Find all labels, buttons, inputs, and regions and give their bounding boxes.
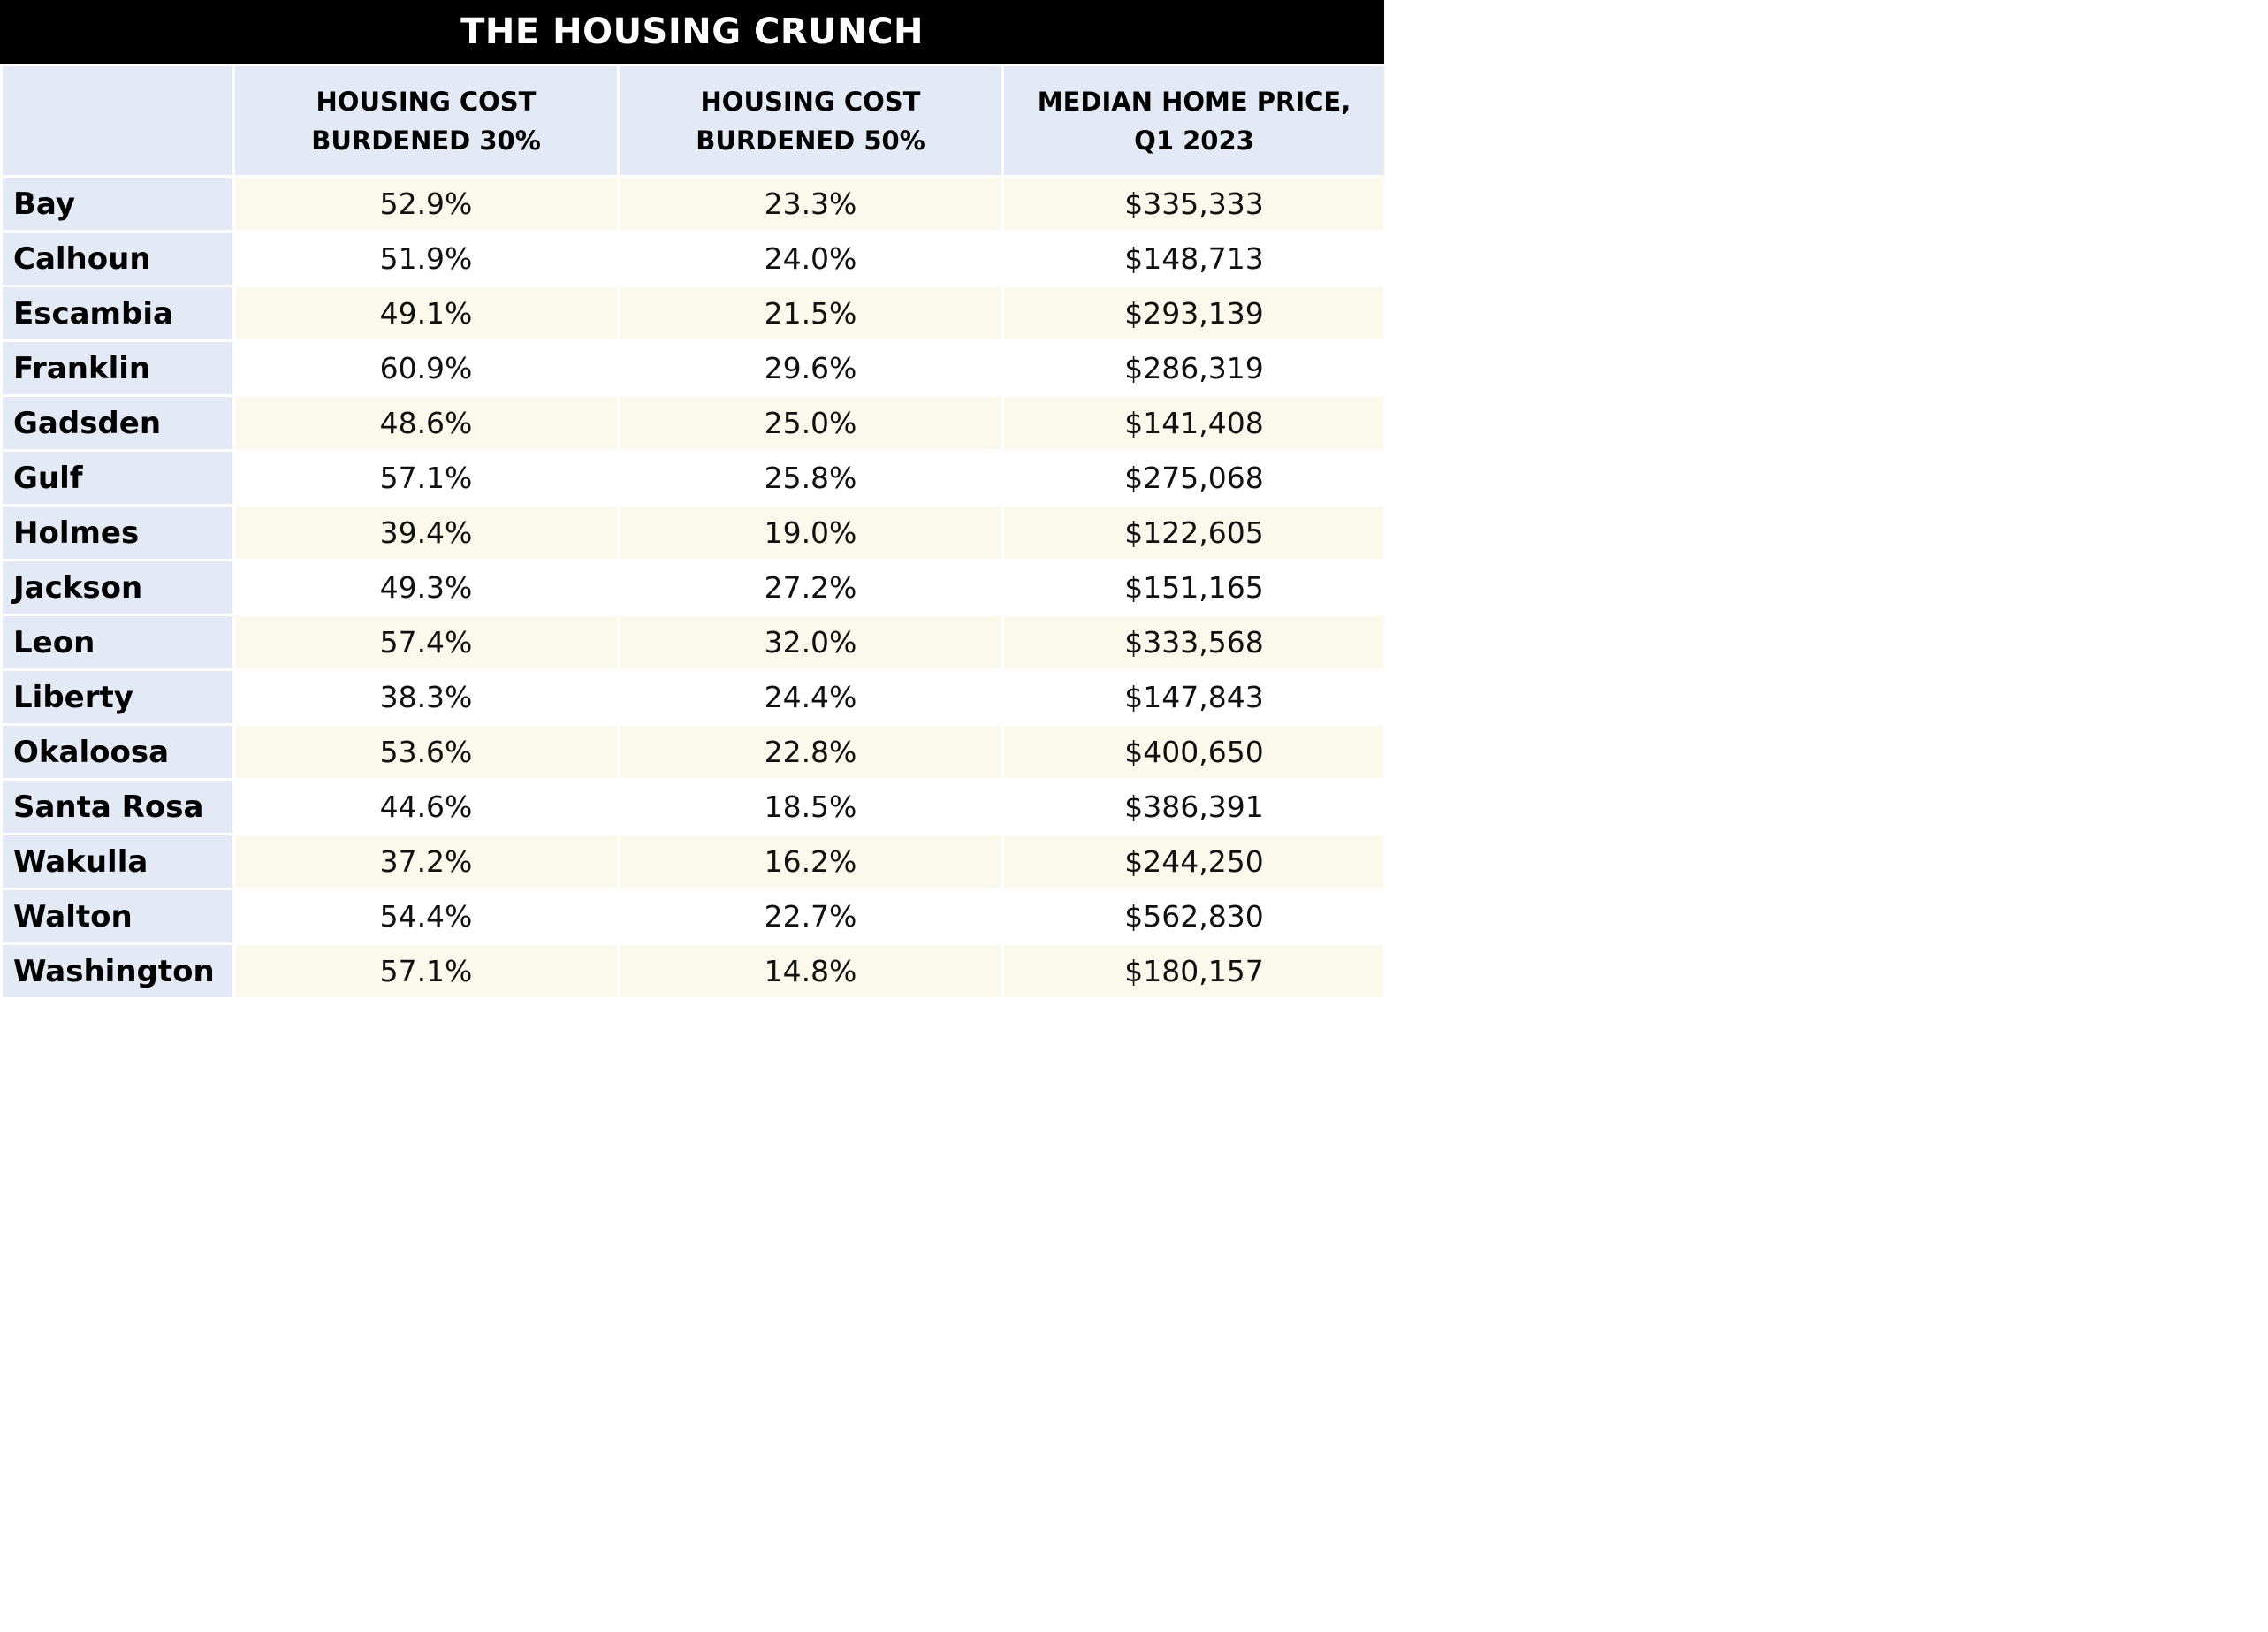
header-line: Q1 2023	[1134, 125, 1254, 156]
table-row: Okaloosa 53.6% 22.8% $400,650	[0, 723, 1387, 781]
header-line: HOUSING COST	[316, 86, 537, 117]
burdened-30-cell: 57.1%	[232, 942, 620, 1000]
table-row: Franklin 60.9% 29.6% $286,319	[0, 339, 1387, 397]
county-cell: Bay	[0, 175, 235, 233]
table-row: Liberty 38.3% 24.4% $147,843	[0, 668, 1387, 726]
header-line: HOUSING COST	[700, 86, 921, 117]
county-cell: Holmes	[0, 504, 235, 561]
burdened-50-cell: 22.8%	[617, 723, 1004, 781]
burdened-30-cell: 48.6%	[232, 394, 620, 452]
median-price-cell: $148,713	[1001, 230, 1387, 287]
median-price-cell: $180,157	[1001, 942, 1387, 1000]
burdened-30-cell: 37.2%	[232, 833, 620, 890]
median-price-cell: $286,319	[1001, 339, 1387, 397]
table-row: Wakulla 37.2% 16.2% $244,250	[0, 833, 1387, 890]
housing-data-table: HOUSING COST BURDENED 30% HOUSING COST B…	[0, 64, 1387, 1000]
median-price-cell: $562,830	[1001, 888, 1387, 945]
county-cell: Jackson	[0, 559, 235, 616]
burdened-30-cell: 44.6%	[232, 778, 620, 835]
burdened-50-cell: 18.5%	[617, 778, 1004, 835]
table-row: Walton 54.4% 22.7% $562,830	[0, 888, 1387, 945]
burdened-50-cell: 24.0%	[617, 230, 1004, 287]
median-price-cell: $275,068	[1001, 449, 1387, 507]
table-row: Holmes 39.4% 19.0% $122,605	[0, 504, 1387, 561]
burdened-30-cell: 52.9%	[232, 175, 620, 233]
header-line: BURDENED 30%	[311, 125, 541, 156]
table-row: Gulf 57.1% 25.8% $275,068	[0, 449, 1387, 507]
burdened-30-cell: 51.9%	[232, 230, 620, 287]
county-cell: Washington	[0, 942, 235, 1000]
burdened-30-cell: 57.4%	[232, 614, 620, 671]
table-header: HOUSING COST BURDENED 30% HOUSING COST B…	[0, 64, 1387, 178]
burdened-30-cell: 60.9%	[232, 339, 620, 397]
burdened-30-cell: 57.1%	[232, 449, 620, 507]
county-cell: Okaloosa	[0, 723, 235, 781]
burdened-50-cell: 14.8%	[617, 942, 1004, 1000]
table-row: Santa Rosa 44.6% 18.5% $386,391	[0, 778, 1387, 835]
table-body: Bay 52.9% 23.3% $335,333 Calhoun 51.9% 2…	[0, 175, 1387, 1000]
county-cell: Gadsden	[0, 394, 235, 452]
table-row: Leon 57.4% 32.0% $333,568	[0, 614, 1387, 671]
header-row: HOUSING COST BURDENED 30% HOUSING COST B…	[0, 64, 1387, 178]
header-burdened-30: HOUSING COST BURDENED 30%	[232, 64, 620, 178]
median-price-cell: $386,391	[1001, 778, 1387, 835]
table-row: Jackson 49.3% 27.2% $151,165	[0, 559, 1387, 616]
median-price-cell: $122,605	[1001, 504, 1387, 561]
burdened-50-cell: 21.5%	[617, 285, 1004, 342]
burdened-50-cell: 24.4%	[617, 668, 1004, 726]
median-price-cell: $293,139	[1001, 285, 1387, 342]
county-cell: Escambia	[0, 285, 235, 342]
county-cell: Santa Rosa	[0, 778, 235, 835]
county-cell: Liberty	[0, 668, 235, 726]
burdened-50-cell: 23.3%	[617, 175, 1004, 233]
county-cell: Wakulla	[0, 833, 235, 890]
burdened-30-cell: 39.4%	[232, 504, 620, 561]
table-row: Washington 57.1% 14.8% $180,157	[0, 942, 1387, 1000]
burdened-30-cell: 49.3%	[232, 559, 620, 616]
header-median-home-price: MEDIAN HOME PRICE, Q1 2023	[1001, 64, 1387, 178]
burdened-50-cell: 16.2%	[617, 833, 1004, 890]
header-county-blank	[0, 64, 235, 178]
median-price-cell: $244,250	[1001, 833, 1387, 890]
median-price-cell: $147,843	[1001, 668, 1387, 726]
county-cell: Walton	[0, 888, 235, 945]
table-row: Calhoun 51.9% 24.0% $148,713	[0, 230, 1387, 287]
median-price-cell: $151,165	[1001, 559, 1387, 616]
burdened-50-cell: 22.7%	[617, 888, 1004, 945]
county-cell: Leon	[0, 614, 235, 671]
median-price-cell: $141,408	[1001, 394, 1387, 452]
table-row: Bay 52.9% 23.3% $335,333	[0, 175, 1387, 233]
table-row: Gadsden 48.6% 25.0% $141,408	[0, 394, 1387, 452]
county-cell: Gulf	[0, 449, 235, 507]
median-price-cell: $333,568	[1001, 614, 1387, 671]
burdened-30-cell: 54.4%	[232, 888, 620, 945]
burdened-50-cell: 27.2%	[617, 559, 1004, 616]
median-price-cell: $335,333	[1001, 175, 1387, 233]
header-burdened-50: HOUSING COST BURDENED 50%	[617, 64, 1004, 178]
table-row: Escambia 49.1% 21.5% $293,139	[0, 285, 1387, 342]
burdened-50-cell: 32.0%	[617, 614, 1004, 671]
burdened-30-cell: 53.6%	[232, 723, 620, 781]
median-price-cell: $400,650	[1001, 723, 1387, 781]
burdened-50-cell: 19.0%	[617, 504, 1004, 561]
table-title: THE HOUSING CRUNCH	[0, 0, 1384, 64]
header-line: MEDIAN HOME PRICE,	[1037, 86, 1351, 117]
county-cell: Franklin	[0, 339, 235, 397]
burdened-50-cell: 25.0%	[617, 394, 1004, 452]
header-line: BURDENED 50%	[696, 125, 925, 156]
county-cell: Calhoun	[0, 230, 235, 287]
housing-crunch-table-page: THE HOUSING CRUNCH HOUSING COST BURDENED…	[0, 0, 1387, 1000]
burdened-50-cell: 29.6%	[617, 339, 1004, 397]
burdened-50-cell: 25.8%	[617, 449, 1004, 507]
burdened-30-cell: 49.1%	[232, 285, 620, 342]
burdened-30-cell: 38.3%	[232, 668, 620, 726]
